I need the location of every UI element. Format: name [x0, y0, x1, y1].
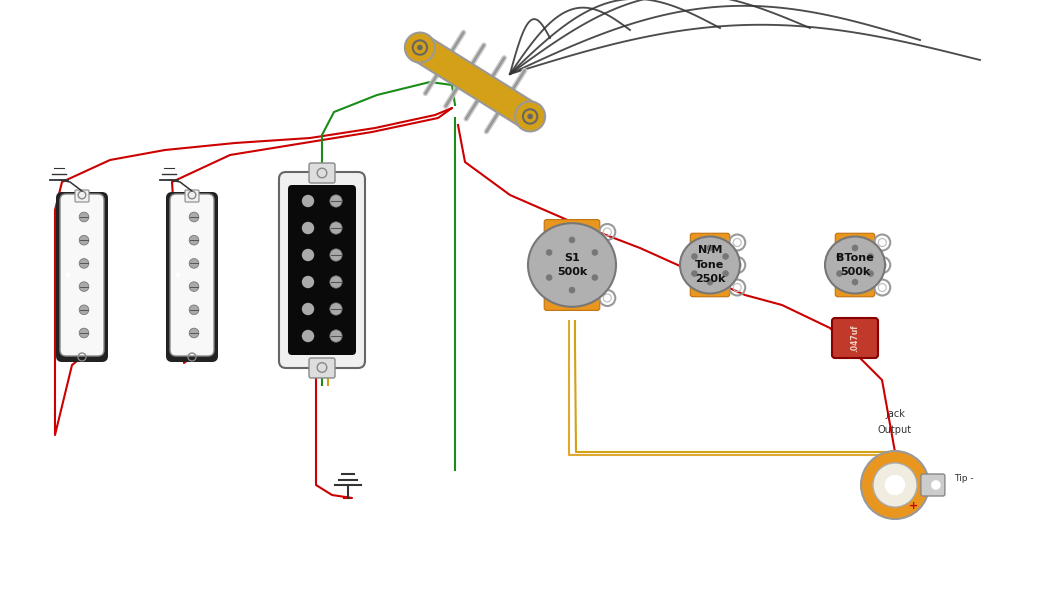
Circle shape: [302, 330, 314, 342]
FancyBboxPatch shape: [921, 474, 945, 496]
Circle shape: [851, 245, 859, 251]
Circle shape: [302, 276, 314, 288]
FancyBboxPatch shape: [691, 255, 729, 274]
Circle shape: [176, 273, 181, 277]
Circle shape: [302, 195, 314, 207]
FancyBboxPatch shape: [691, 233, 729, 252]
Circle shape: [692, 270, 698, 277]
Circle shape: [413, 40, 427, 55]
FancyBboxPatch shape: [691, 278, 729, 297]
Circle shape: [867, 253, 873, 260]
Text: .047uf: .047uf: [850, 324, 860, 352]
Circle shape: [330, 276, 343, 288]
FancyBboxPatch shape: [544, 253, 600, 277]
Circle shape: [722, 270, 729, 277]
Circle shape: [65, 273, 70, 277]
FancyBboxPatch shape: [288, 185, 356, 355]
Circle shape: [931, 480, 941, 490]
Circle shape: [515, 101, 545, 132]
Circle shape: [330, 195, 343, 207]
Circle shape: [706, 245, 714, 251]
Text: BTone: BTone: [837, 253, 873, 263]
Circle shape: [189, 328, 199, 338]
Text: Output: Output: [878, 425, 912, 435]
FancyBboxPatch shape: [836, 233, 874, 252]
Circle shape: [592, 249, 598, 255]
Text: Tip -: Tip -: [954, 474, 973, 483]
Circle shape: [79, 282, 88, 291]
Text: 500k: 500k: [557, 267, 588, 277]
FancyBboxPatch shape: [75, 190, 89, 202]
Circle shape: [189, 305, 199, 314]
Ellipse shape: [825, 237, 885, 293]
FancyBboxPatch shape: [544, 219, 600, 244]
Circle shape: [722, 253, 729, 260]
Circle shape: [569, 287, 575, 293]
Text: Tone: Tone: [696, 260, 724, 270]
Circle shape: [867, 270, 873, 277]
FancyBboxPatch shape: [279, 172, 365, 368]
FancyBboxPatch shape: [170, 194, 214, 356]
Circle shape: [523, 109, 537, 124]
Circle shape: [79, 258, 88, 268]
Circle shape: [79, 212, 88, 222]
Circle shape: [592, 274, 598, 281]
Text: +: +: [909, 501, 919, 511]
FancyBboxPatch shape: [832, 318, 878, 358]
FancyBboxPatch shape: [309, 163, 335, 183]
FancyBboxPatch shape: [836, 278, 874, 297]
Text: 250k: 250k: [695, 274, 725, 284]
Polygon shape: [412, 35, 537, 128]
Circle shape: [851, 279, 859, 286]
FancyBboxPatch shape: [166, 192, 218, 362]
Circle shape: [873, 463, 918, 507]
Circle shape: [79, 328, 88, 338]
Text: N/M: N/M: [698, 245, 722, 255]
Circle shape: [189, 258, 199, 268]
Circle shape: [302, 222, 314, 234]
Circle shape: [528, 114, 533, 119]
Circle shape: [79, 235, 88, 245]
Circle shape: [545, 274, 553, 281]
Circle shape: [885, 475, 905, 495]
Ellipse shape: [528, 223, 616, 307]
FancyBboxPatch shape: [309, 358, 335, 378]
FancyBboxPatch shape: [56, 192, 108, 362]
FancyBboxPatch shape: [544, 286, 600, 310]
Circle shape: [569, 237, 575, 243]
Circle shape: [302, 303, 314, 315]
Circle shape: [330, 222, 343, 234]
Text: S1: S1: [564, 253, 580, 263]
FancyBboxPatch shape: [185, 190, 199, 202]
Circle shape: [189, 212, 199, 222]
Circle shape: [330, 303, 343, 315]
Circle shape: [189, 282, 199, 291]
Circle shape: [330, 330, 343, 342]
Circle shape: [861, 451, 929, 519]
FancyBboxPatch shape: [836, 255, 874, 274]
Ellipse shape: [680, 237, 740, 293]
Text: Jack: Jack: [885, 409, 905, 419]
Circle shape: [692, 253, 698, 260]
FancyBboxPatch shape: [60, 194, 104, 356]
Circle shape: [405, 32, 435, 63]
Text: 500k: 500k: [840, 267, 870, 277]
Circle shape: [545, 249, 553, 255]
Circle shape: [417, 45, 423, 50]
Circle shape: [837, 253, 843, 260]
Circle shape: [837, 270, 843, 277]
Circle shape: [706, 279, 714, 286]
Circle shape: [330, 249, 343, 261]
Circle shape: [79, 305, 88, 314]
Circle shape: [189, 235, 199, 245]
Circle shape: [302, 249, 314, 261]
